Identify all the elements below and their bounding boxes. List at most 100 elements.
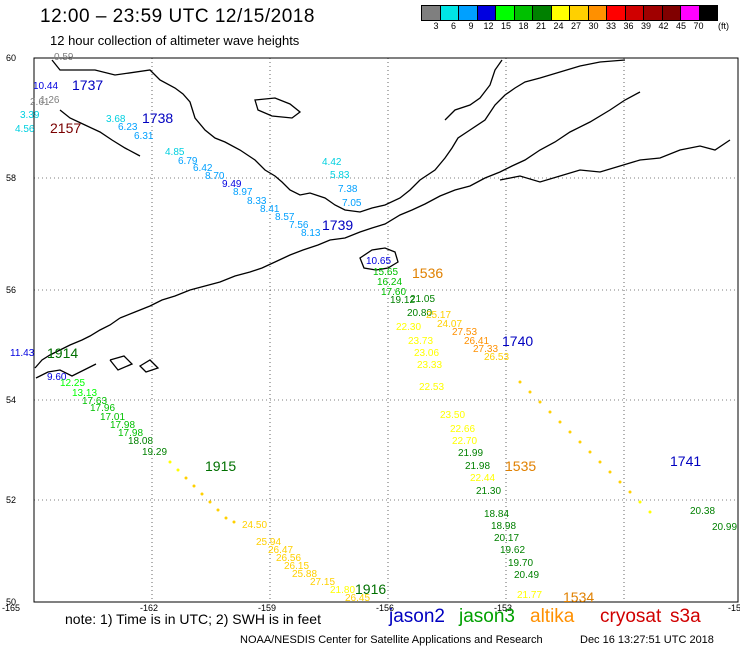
track-point — [216, 508, 220, 512]
wave-height-value: 23.73 — [408, 336, 433, 347]
orbit-track-label: 1741 — [670, 453, 701, 469]
wave-height-value: 18.84 — [484, 509, 509, 520]
wave-height-value: 6.23 — [118, 122, 138, 133]
track-point — [538, 400, 542, 404]
color-scale — [421, 5, 718, 21]
orbit-track-label: 1738 — [142, 110, 173, 126]
track-point — [608, 470, 612, 474]
wave-height-value: 26.15 — [284, 561, 309, 572]
wave-height-value: 22.44 — [470, 473, 495, 484]
latitude-label: 58 — [6, 173, 16, 183]
wave-height-value: 19.29 — [142, 447, 167, 458]
wave-height-value: 4.85 — [165, 147, 185, 158]
latitude-label: 50 — [6, 597, 16, 607]
wave-height-value: 23.33 — [417, 360, 442, 371]
satellite-name: jason2 — [389, 606, 445, 627]
wave-height-value: 17.98 — [110, 420, 135, 431]
wave-height-value: 15.65 — [373, 267, 398, 278]
track-point — [588, 450, 592, 454]
wave-height-value: 8.97 — [233, 187, 253, 198]
wave-height-value: 9.60 — [47, 372, 67, 383]
wave-height-value: 26.56 — [276, 553, 301, 564]
track-point — [628, 490, 632, 494]
wave-height-value: 21.05 — [410, 294, 435, 305]
latitude-label: 54 — [6, 395, 16, 405]
timestamp-text: Dec 16 13:27:51 UTC 2018 — [580, 634, 714, 646]
wave-height-value: 6.31 — [134, 131, 154, 142]
wave-height-values: 0.59 10.44 1.262.61 3.39 4.56 3.686.236.31 4.8… — [10, 52, 737, 604]
wave-height-value: 20.38 — [690, 506, 715, 517]
wave-height-value: 20.99 — [712, 522, 737, 533]
graticule — [33, 57, 739, 603]
latitude-label: 56 — [6, 285, 16, 295]
scale-label: 30 — [588, 21, 599, 31]
wave-height-value: 2.61 — [30, 97, 50, 108]
wave-height-value: 23.06 — [414, 348, 439, 359]
wave-height-value: 6.42 — [193, 163, 213, 174]
track-point — [548, 410, 552, 414]
wave-height-value: 10.65 — [366, 256, 391, 267]
wave-height-value: 7.56 — [289, 220, 309, 231]
track-point — [176, 468, 180, 472]
orbit-track-label: 1737 — [72, 77, 103, 93]
wave-height-value: 23.50 — [440, 410, 465, 421]
scale-label: 3 — [433, 21, 439, 31]
axis-labels: 60 58 56 54 52 50-165 -162 -159 -156 -153 -150 — [2, 53, 740, 613]
wave-height-value: 18.98 — [491, 521, 516, 532]
track-point — [168, 460, 172, 464]
wave-height-value: 19.12 — [390, 295, 415, 306]
track-point — [648, 510, 652, 514]
track-point — [208, 500, 212, 504]
wave-height-value: 26.41 — [464, 336, 489, 347]
bristol-bay-coast — [59, 109, 141, 157]
wave-height-value: 22.53 — [419, 382, 444, 393]
wave-height-value: 17.98 — [118, 428, 143, 439]
wave-height-value: 0.59 — [54, 52, 74, 63]
track-point — [578, 440, 582, 444]
orbit-track-label: 1916 — [355, 581, 386, 597]
wave-height-value: 8.13 — [301, 228, 321, 239]
latitude-label: 52 — [6, 495, 16, 505]
kenai-coast — [499, 139, 731, 183]
wave-height-value: 5.83 — [330, 170, 350, 181]
wave-height-value: 24.07 — [437, 319, 462, 330]
color-scale-labels: 3 6 9 12 15 18 21 24 27 30 33 36 39 42 45 70 — [422, 21, 732, 33]
wave-height-value: 9.49 — [222, 179, 242, 190]
wave-height-value: 25.17 — [426, 310, 451, 321]
scale-label: 9 — [468, 21, 474, 31]
wave-height-value: 4.56 — [15, 124, 35, 135]
wave-height-value: 22.66 — [450, 424, 475, 435]
wave-height-value: 25.94 — [256, 537, 281, 548]
orbit-track-label: 1739 — [322, 217, 353, 233]
alaska-peninsula-north-coast — [34, 317, 121, 369]
map-title: 12:00 – 23:59 UTC 12/15/2018 — [40, 6, 315, 27]
satellite-name: cryosat — [600, 606, 662, 627]
scale-label: 36 — [623, 21, 634, 31]
track-point — [184, 476, 188, 480]
wave-height-value: 1.26 — [40, 95, 60, 106]
wave-height-value: 27.15 — [310, 577, 335, 588]
wave-height-value: 8.33 — [247, 196, 267, 207]
wave-height-value: 26.45 — [345, 593, 370, 604]
satellite-name: s3a — [670, 606, 701, 627]
wave-height-value: 26.47 — [268, 545, 293, 556]
longitude-label: -159 — [258, 603, 276, 613]
wave-height-value: 27.53 — [452, 327, 477, 338]
scale-label: 45 — [675, 21, 687, 31]
track-point — [568, 430, 572, 434]
wave-height-value: 21.30 — [476, 486, 501, 497]
footer-note: note: 1) Time is in UTC; 2) SWH is in fe… — [65, 611, 321, 627]
alaska-mainland-coast — [51, 59, 626, 213]
wave-height-value: 10.44 — [33, 81, 58, 92]
track-point — [558, 420, 562, 424]
wave-height-value: 12.25 — [60, 378, 85, 389]
satellite-name: altika — [530, 606, 575, 627]
wave-height-value: 7.05 — [342, 198, 362, 209]
wave-height-value: 20.80 — [407, 308, 432, 319]
wave-height-value: 17.63 — [82, 396, 107, 407]
wave-height-value: 26.53 — [484, 352, 509, 363]
wave-height-value: 27.33 — [473, 344, 498, 355]
map-subtitle: 12 hour collection of altimeter wave hei… — [50, 33, 300, 48]
scale-label: 6 — [450, 21, 457, 31]
coastline — [34, 59, 731, 379]
